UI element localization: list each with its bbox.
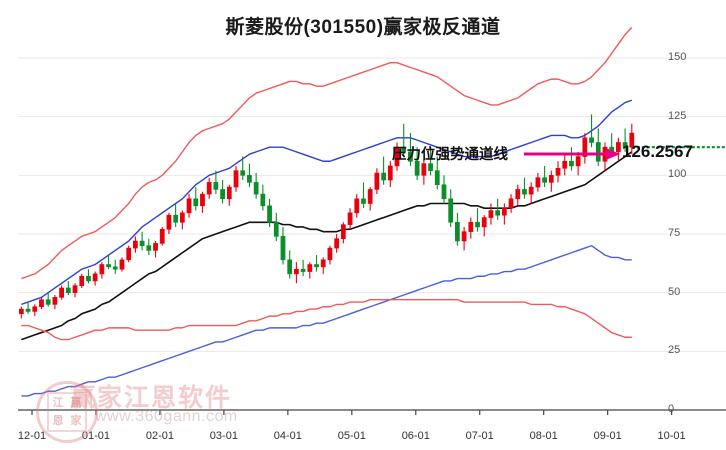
x-axis-tick-12-01: 12-01 xyxy=(17,430,47,442)
annotation-arrow xyxy=(524,148,620,160)
y-axis-tick-25: 25 xyxy=(668,344,681,357)
x-axis-tick-03-01: 03-01 xyxy=(209,430,238,442)
x-axis-tick-08-01: 08-01 xyxy=(529,430,558,442)
y-axis-tick-0: 0 xyxy=(668,403,675,415)
x-axis-tick-04-01: 04-01 xyxy=(273,430,302,442)
x-axis-tick-07-01: 07-01 xyxy=(465,430,494,442)
annotation-price-value: 126.2567 xyxy=(622,142,693,161)
x-axis-tick-10-01: 10-01 xyxy=(657,430,686,442)
y-axis-tick-125: 125 xyxy=(668,109,687,122)
annotation-label: 压力位强势通道线 xyxy=(392,147,508,163)
x-axis xyxy=(18,409,726,415)
y-axis-tick-50: 50 xyxy=(668,285,681,298)
gridlines xyxy=(18,57,726,352)
x-axis-tick-06-01: 06-01 xyxy=(401,430,430,442)
x-axis-tick-01-01: 01-01 xyxy=(81,430,111,442)
y-axis-tick-75: 75 xyxy=(668,227,681,239)
x-axis-tick-09-01: 09-01 xyxy=(593,430,622,442)
y-axis-tick-150: 150 xyxy=(668,51,687,63)
candlestick-series xyxy=(18,114,635,319)
x-axis-tick-02-01: 02-01 xyxy=(145,430,174,442)
y-axis-tick-100: 100 xyxy=(668,168,687,181)
page-title: 斯菱股份(301550)赢家极反通道 xyxy=(225,17,501,38)
x-axis-tick-05-01: 05-01 xyxy=(337,430,366,442)
indicator-lines xyxy=(21,27,633,397)
